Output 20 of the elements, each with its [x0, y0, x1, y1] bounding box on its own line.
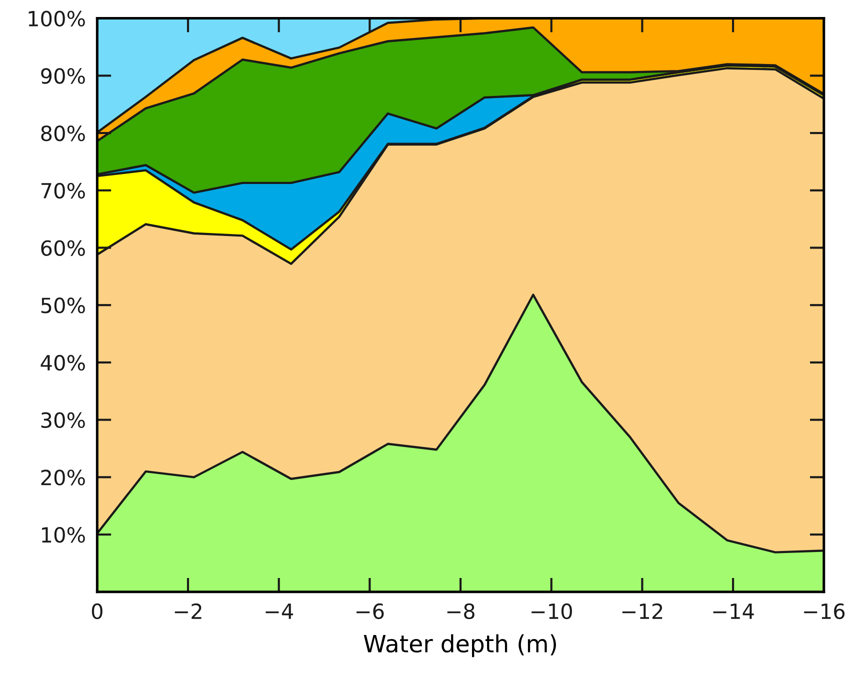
x-tick-label: −4: [266, 604, 294, 619]
y-tick-label: 100%: [28, 10, 85, 27]
y-tick-label: 30%: [41, 412, 85, 428]
x-axis-title: Water depth (m): [364, 634, 556, 658]
x-tick-label: −16: [804, 603, 845, 620]
y-tick-label: 90%: [41, 68, 85, 84]
y-tick-label: 20%: [41, 470, 85, 486]
x-tick-label: −2: [174, 603, 202, 619]
x-tick-label: −10: [532, 603, 572, 620]
x-tick-label: 0: [92, 603, 102, 620]
x-tick-label: −12: [622, 603, 662, 619]
y-tick-label: 40%: [40, 354, 85, 371]
x-tick-label: −8: [447, 603, 474, 620]
y-tick-label: 70%: [41, 182, 85, 199]
y-tick-label: 60%: [41, 240, 85, 256]
x-tick-label: −6: [356, 603, 384, 620]
y-tick-label: 80%: [41, 125, 85, 142]
x-tick-label: −14: [713, 604, 754, 619]
y-tick-label: 50%: [41, 298, 85, 314]
y-tick-label: 10%: [42, 526, 85, 543]
